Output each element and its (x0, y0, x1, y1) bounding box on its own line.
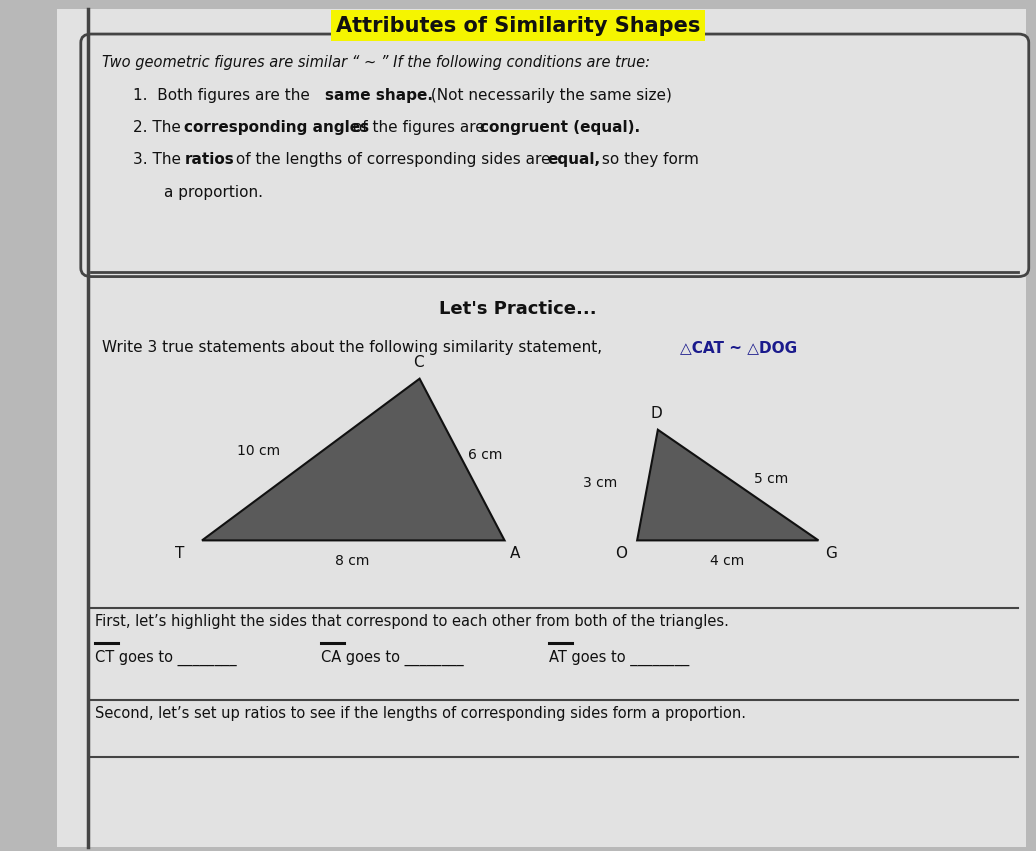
Text: 1.  Both figures are the: 1. Both figures are the (133, 88, 314, 103)
FancyBboxPatch shape (57, 9, 1026, 847)
Text: 2. The: 2. The (133, 120, 185, 135)
Text: 6 cm: 6 cm (468, 448, 502, 462)
Text: 5 cm: 5 cm (754, 472, 788, 486)
Text: of the lengths of corresponding sides are: of the lengths of corresponding sides ar… (231, 152, 555, 168)
Text: Write 3 true statements about the following similarity statement,: Write 3 true statements about the follow… (102, 340, 606, 356)
Text: 3 cm: 3 cm (583, 477, 617, 490)
Text: (Not necessarily the same size): (Not necessarily the same size) (426, 88, 671, 103)
Text: 3. The: 3. The (133, 152, 185, 168)
Text: First, let’s highlight the sides that correspond to each other from both of the : First, let’s highlight the sides that co… (95, 614, 729, 630)
Text: △CAT ~ △DOG: △CAT ~ △DOG (680, 340, 797, 356)
Text: Let's Practice...: Let's Practice... (439, 300, 597, 317)
Text: Second, let’s set up ratios to see if the lengths of corresponding sides form a : Second, let’s set up ratios to see if th… (95, 706, 746, 722)
Text: CA goes to ________: CA goes to ________ (321, 649, 464, 665)
Text: same shape.: same shape. (325, 88, 433, 103)
Polygon shape (202, 379, 505, 540)
Polygon shape (637, 430, 818, 540)
Text: T: T (175, 546, 184, 562)
FancyBboxPatch shape (81, 34, 1029, 277)
Text: CT goes to ________: CT goes to ________ (95, 649, 237, 665)
Text: 10 cm: 10 cm (236, 444, 280, 458)
Text: G: G (825, 546, 836, 562)
Text: of the figures are: of the figures are (348, 120, 490, 135)
Text: Attributes of Similarity Shapes: Attributes of Similarity Shapes (336, 15, 700, 36)
Text: corresponding angles: corresponding angles (184, 120, 370, 135)
Text: congruent (equal).: congruent (equal). (480, 120, 640, 135)
Text: AT goes to ________: AT goes to ________ (549, 649, 689, 665)
Text: C: C (413, 355, 424, 370)
Text: Two geometric figures are similar “ ~ ” If the following conditions are true:: Two geometric figures are similar “ ~ ” … (102, 55, 650, 71)
Text: ratios: ratios (184, 152, 234, 168)
Text: D: D (651, 406, 663, 421)
Text: so they form: so they form (597, 152, 698, 168)
Text: A: A (510, 546, 520, 562)
Text: 8 cm: 8 cm (335, 554, 370, 568)
Text: a proportion.: a proportion. (164, 185, 263, 200)
Text: 4 cm: 4 cm (710, 554, 745, 568)
Text: equal,: equal, (547, 152, 600, 168)
Text: O: O (615, 546, 628, 562)
